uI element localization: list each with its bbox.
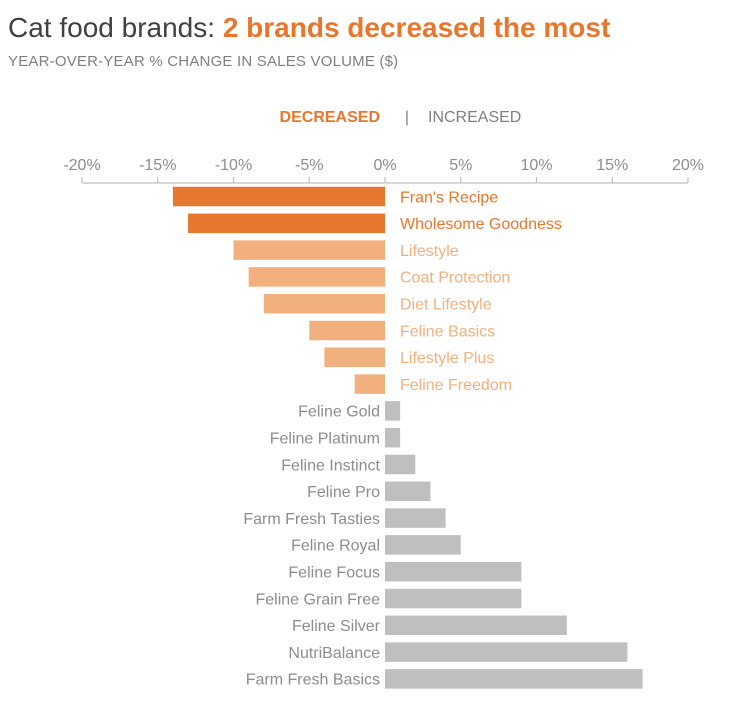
bar xyxy=(324,347,385,368)
x-tick-label: 5% xyxy=(449,157,472,174)
category-label: Feline Royal xyxy=(291,538,380,555)
category-label: Feline Focus xyxy=(288,564,380,581)
category-label: Feline Basics xyxy=(400,323,495,340)
bar xyxy=(385,588,522,609)
category-labels: Fran's Recipe Wholesome Goodness Lifestyle… xyxy=(243,189,561,688)
chart-title-prefix: Cat food brands: xyxy=(8,12,223,43)
bar xyxy=(354,374,385,394)
bar xyxy=(385,427,401,448)
x-tick-label: -10% xyxy=(215,157,252,174)
bar xyxy=(385,642,628,662)
x-tick-label: -15% xyxy=(139,157,176,174)
category-label: Fran's Recipe xyxy=(400,189,498,206)
category-label: Feline Pro xyxy=(307,484,380,501)
category-label: Feline Freedom xyxy=(400,377,512,394)
bar xyxy=(172,186,385,207)
bar xyxy=(385,561,522,582)
chart-subtitle: YEAR-OVER-YEAR % CHANGE IN SALES VOLUME … xyxy=(8,53,399,70)
category-label: Farm Fresh Basics xyxy=(246,672,380,689)
category-label: NutriBalance xyxy=(288,645,380,662)
bar xyxy=(385,669,643,689)
bar xyxy=(188,213,385,234)
category-label: Diet Lifestyle xyxy=(400,296,492,313)
bar xyxy=(385,401,401,421)
bar xyxy=(248,267,385,287)
bar xyxy=(385,615,567,636)
category-label: Feline Instinct xyxy=(281,457,380,474)
chart-title: Cat food brands: 2 brands decreased the … xyxy=(8,10,610,46)
x-tick-label: -5% xyxy=(295,157,323,174)
category-label: Coat Protection xyxy=(400,270,510,287)
category-label: Wholesome Goodness xyxy=(400,216,562,233)
chart-title-highlight: 2 brands decreased the most xyxy=(222,12,611,43)
category-label: Lifestyle xyxy=(400,243,459,260)
x-tick-label: 10% xyxy=(520,157,552,174)
category-label: Feline Platinum xyxy=(270,430,380,447)
category-label: Feline Gold xyxy=(298,404,380,421)
bar xyxy=(385,454,416,475)
category-label: Lifestyle Plus xyxy=(400,350,494,367)
category-label: Feline Grain Free xyxy=(256,591,381,608)
legend: DECREASED | INCREASED xyxy=(280,109,522,126)
category-label: Farm Fresh Tasties xyxy=(243,511,380,528)
x-axis: -20% -15% -10% -5% 0% 5% 10% 15% 20% xyxy=(63,157,704,184)
bar xyxy=(385,535,461,555)
bars xyxy=(172,186,643,689)
legend-separator: | xyxy=(405,109,409,126)
x-tick-label: 0% xyxy=(373,157,396,174)
x-tick-label: -20% xyxy=(63,157,100,174)
bar xyxy=(385,481,431,502)
bar xyxy=(309,320,385,341)
legend-decreased: DECREASED xyxy=(280,109,380,126)
bar xyxy=(233,240,385,260)
bar xyxy=(263,293,385,314)
legend-increased: INCREASED xyxy=(428,109,521,126)
x-tick-label: 15% xyxy=(596,157,628,174)
x-tick-label: 20% xyxy=(672,157,704,174)
category-label: Feline Silver xyxy=(292,618,381,635)
bar xyxy=(385,508,446,528)
